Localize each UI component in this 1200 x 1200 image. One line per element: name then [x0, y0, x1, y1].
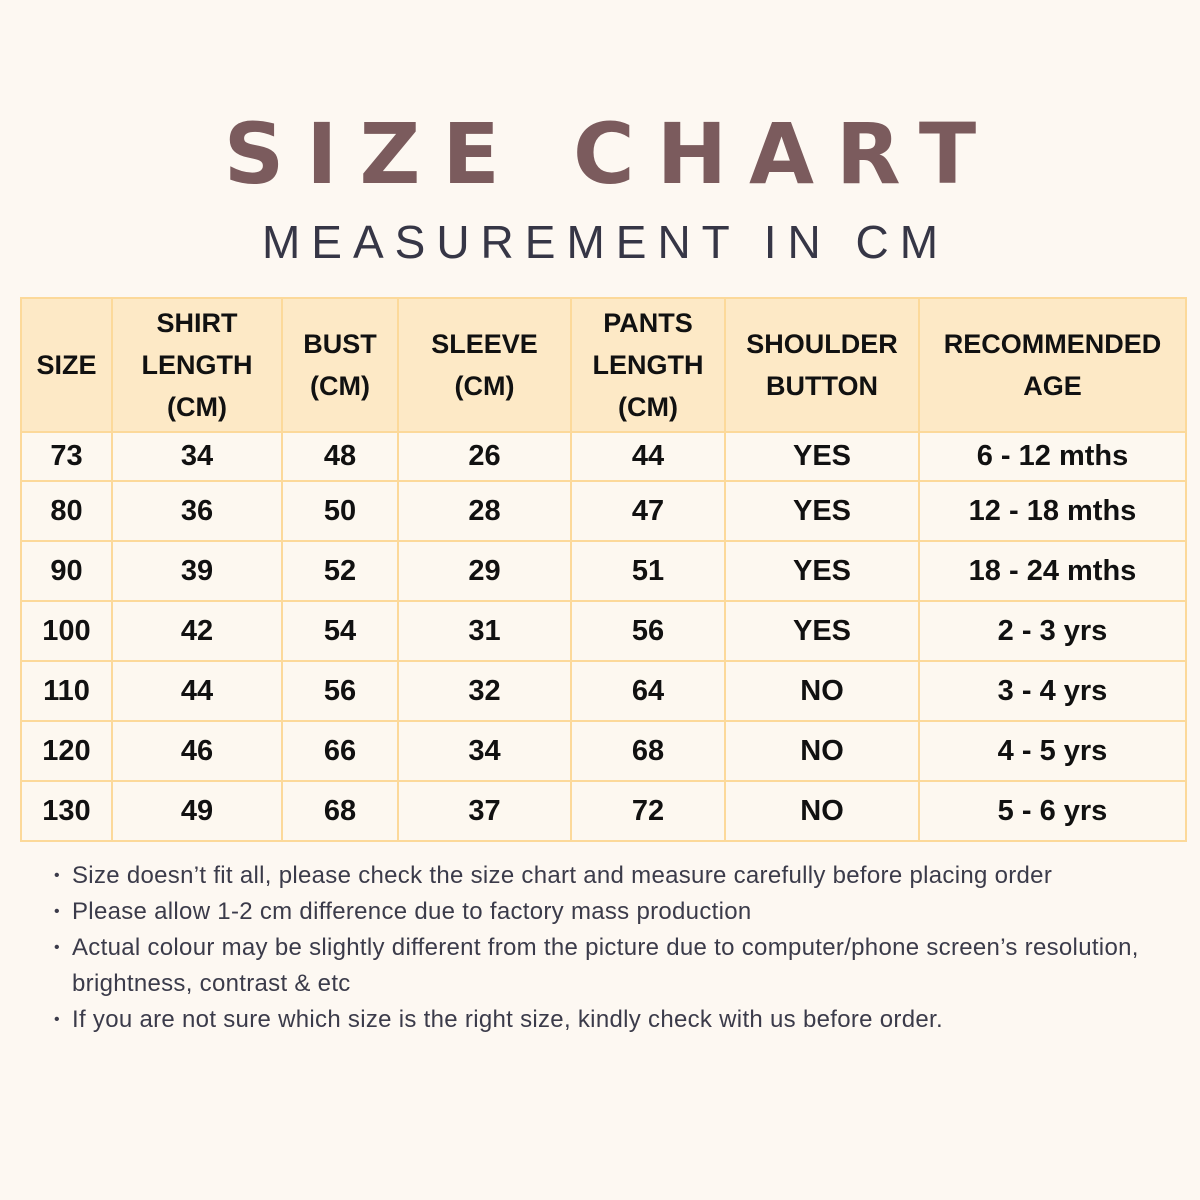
column-header: RECOMMENDED AGE: [918, 297, 1187, 433]
table-cell: 44: [111, 660, 283, 722]
note: If you are not sure which size is the ri…: [54, 1002, 1192, 1038]
header-row: SIZE SHIRT LENGTH (CM) BUST (CM) SLEEVE (CM) PAN…: [20, 297, 1187, 433]
table-cell: 29: [397, 540, 572, 602]
header-line: SIZE: [36, 350, 97, 380]
table-row: 110 44 56 32 64 NO 3 - 4 yrs: [20, 660, 1187, 722]
table-cell: 2 - 3 yrs: [918, 600, 1187, 662]
header-line: BUST: [303, 329, 377, 359]
table-body: 73 34 48 26 44 YES 6 - 12 mths 80 36 50 28 47 YES 12 …: [20, 431, 1187, 842]
table-cell: 64: [570, 660, 726, 722]
table-cell: 50: [281, 480, 399, 542]
table-cell: NO: [724, 660, 920, 722]
table-cell: 110: [20, 660, 113, 722]
column-header: SHOULDER BUTTON: [724, 297, 920, 433]
table-cell: YES: [724, 431, 920, 482]
table-cell: 18 - 24 mths: [918, 540, 1187, 602]
table-cell: NO: [724, 780, 920, 842]
header-line: (CM): [310, 371, 370, 401]
subtitle: MEASUREMENT IN CM: [261, 216, 950, 268]
table-cell: 42: [111, 600, 283, 662]
table-cell: 5 - 6 yrs: [918, 780, 1187, 842]
table-cell: 46: [111, 720, 283, 782]
table-cell: 56: [570, 600, 726, 662]
table-cell: 32: [397, 660, 572, 722]
table-cell: 31: [397, 600, 572, 662]
table-row: 100 42 54 31 56 YES 2 - 3 yrs: [20, 600, 1187, 662]
table-cell: 100: [20, 600, 113, 662]
size-table: SIZE SHIRT LENGTH (CM) BUST (CM) SLEEVE (CM) PAN…: [20, 297, 1187, 842]
header-line: (CM): [167, 392, 227, 422]
table-cell: 90: [20, 540, 113, 602]
note: Actual colour may be slightly different …: [54, 930, 1192, 1002]
column-header: BUST (CM): [281, 297, 399, 433]
table-cell: 39: [111, 540, 283, 602]
table-cell: 6 - 12 mths: [918, 431, 1187, 482]
table-cell: 3 - 4 yrs: [918, 660, 1187, 722]
table-cell: 66: [281, 720, 399, 782]
table-cell: 68: [281, 780, 399, 842]
table-row: 80 36 50 28 47 YES 12 - 18 mths: [20, 480, 1187, 542]
table-cell: YES: [724, 600, 920, 662]
table-cell: 36: [111, 480, 283, 542]
title: SIZE CHART: [223, 105, 999, 203]
table-cell: NO: [724, 720, 920, 782]
table-cell: 68: [570, 720, 726, 782]
table-cell: 4 - 5 yrs: [918, 720, 1187, 782]
column-header: SLEEVE (CM): [397, 297, 572, 433]
table-cell: YES: [724, 480, 920, 542]
table-cell: 34: [111, 431, 283, 482]
table-cell: 72: [570, 780, 726, 842]
header-line: SHOULDER: [746, 329, 898, 359]
table-row: 120 46 66 34 68 NO 4 - 5 yrs: [20, 720, 1187, 782]
header-line: BUTTON: [766, 371, 878, 401]
table-cell: 48: [281, 431, 399, 482]
column-header: SHIRT LENGTH (CM): [111, 297, 283, 433]
header-line: PANTS: [603, 308, 693, 338]
table-cell: 54: [281, 600, 399, 662]
header-line: LENGTH: [141, 350, 253, 380]
column-header: PANTS LENGTH (CM): [570, 297, 726, 433]
header-line: AGE: [1023, 371, 1082, 401]
note: Size doesn’t fit all, please check the s…: [54, 858, 1192, 894]
header-line: SHIRT: [156, 308, 238, 338]
note: Please allow 1-2 cm difference due to fa…: [54, 894, 1192, 930]
table-cell: 130: [20, 780, 113, 842]
table-cell: 73: [20, 431, 113, 482]
table-row: 90 39 52 29 51 YES 18 - 24 mths: [20, 540, 1187, 602]
table-cell: YES: [724, 540, 920, 602]
header-line: RECOMMENDED: [943, 329, 1162, 359]
header-line: LENGTH: [592, 350, 704, 380]
table-cell: 49: [111, 780, 283, 842]
header-line: (CM): [618, 392, 678, 422]
table-cell: 51: [570, 540, 726, 602]
header-line: (CM): [454, 371, 515, 401]
table-cell: 47: [570, 480, 726, 542]
table-cell: 28: [397, 480, 572, 542]
notes: Size doesn’t fit all, please check the s…: [50, 858, 1192, 1038]
table-row: 73 34 48 26 44 YES 6 - 12 mths: [20, 431, 1187, 482]
table-cell: 12 - 18 mths: [918, 480, 1187, 542]
table-cell: 37: [397, 780, 572, 842]
table-cell: 26: [397, 431, 572, 482]
table-cell: 80: [20, 480, 113, 542]
table-cell: 52: [281, 540, 399, 602]
table-cell: 120: [20, 720, 113, 782]
table-cell: 56: [281, 660, 399, 722]
table-cell: 44: [570, 431, 726, 482]
column-header: SIZE: [20, 297, 113, 433]
table-row: 130 49 68 37 72 NO 5 - 6 yrs: [20, 780, 1187, 842]
header-line: SLEEVE: [431, 329, 538, 359]
table-cell: 34: [397, 720, 572, 782]
